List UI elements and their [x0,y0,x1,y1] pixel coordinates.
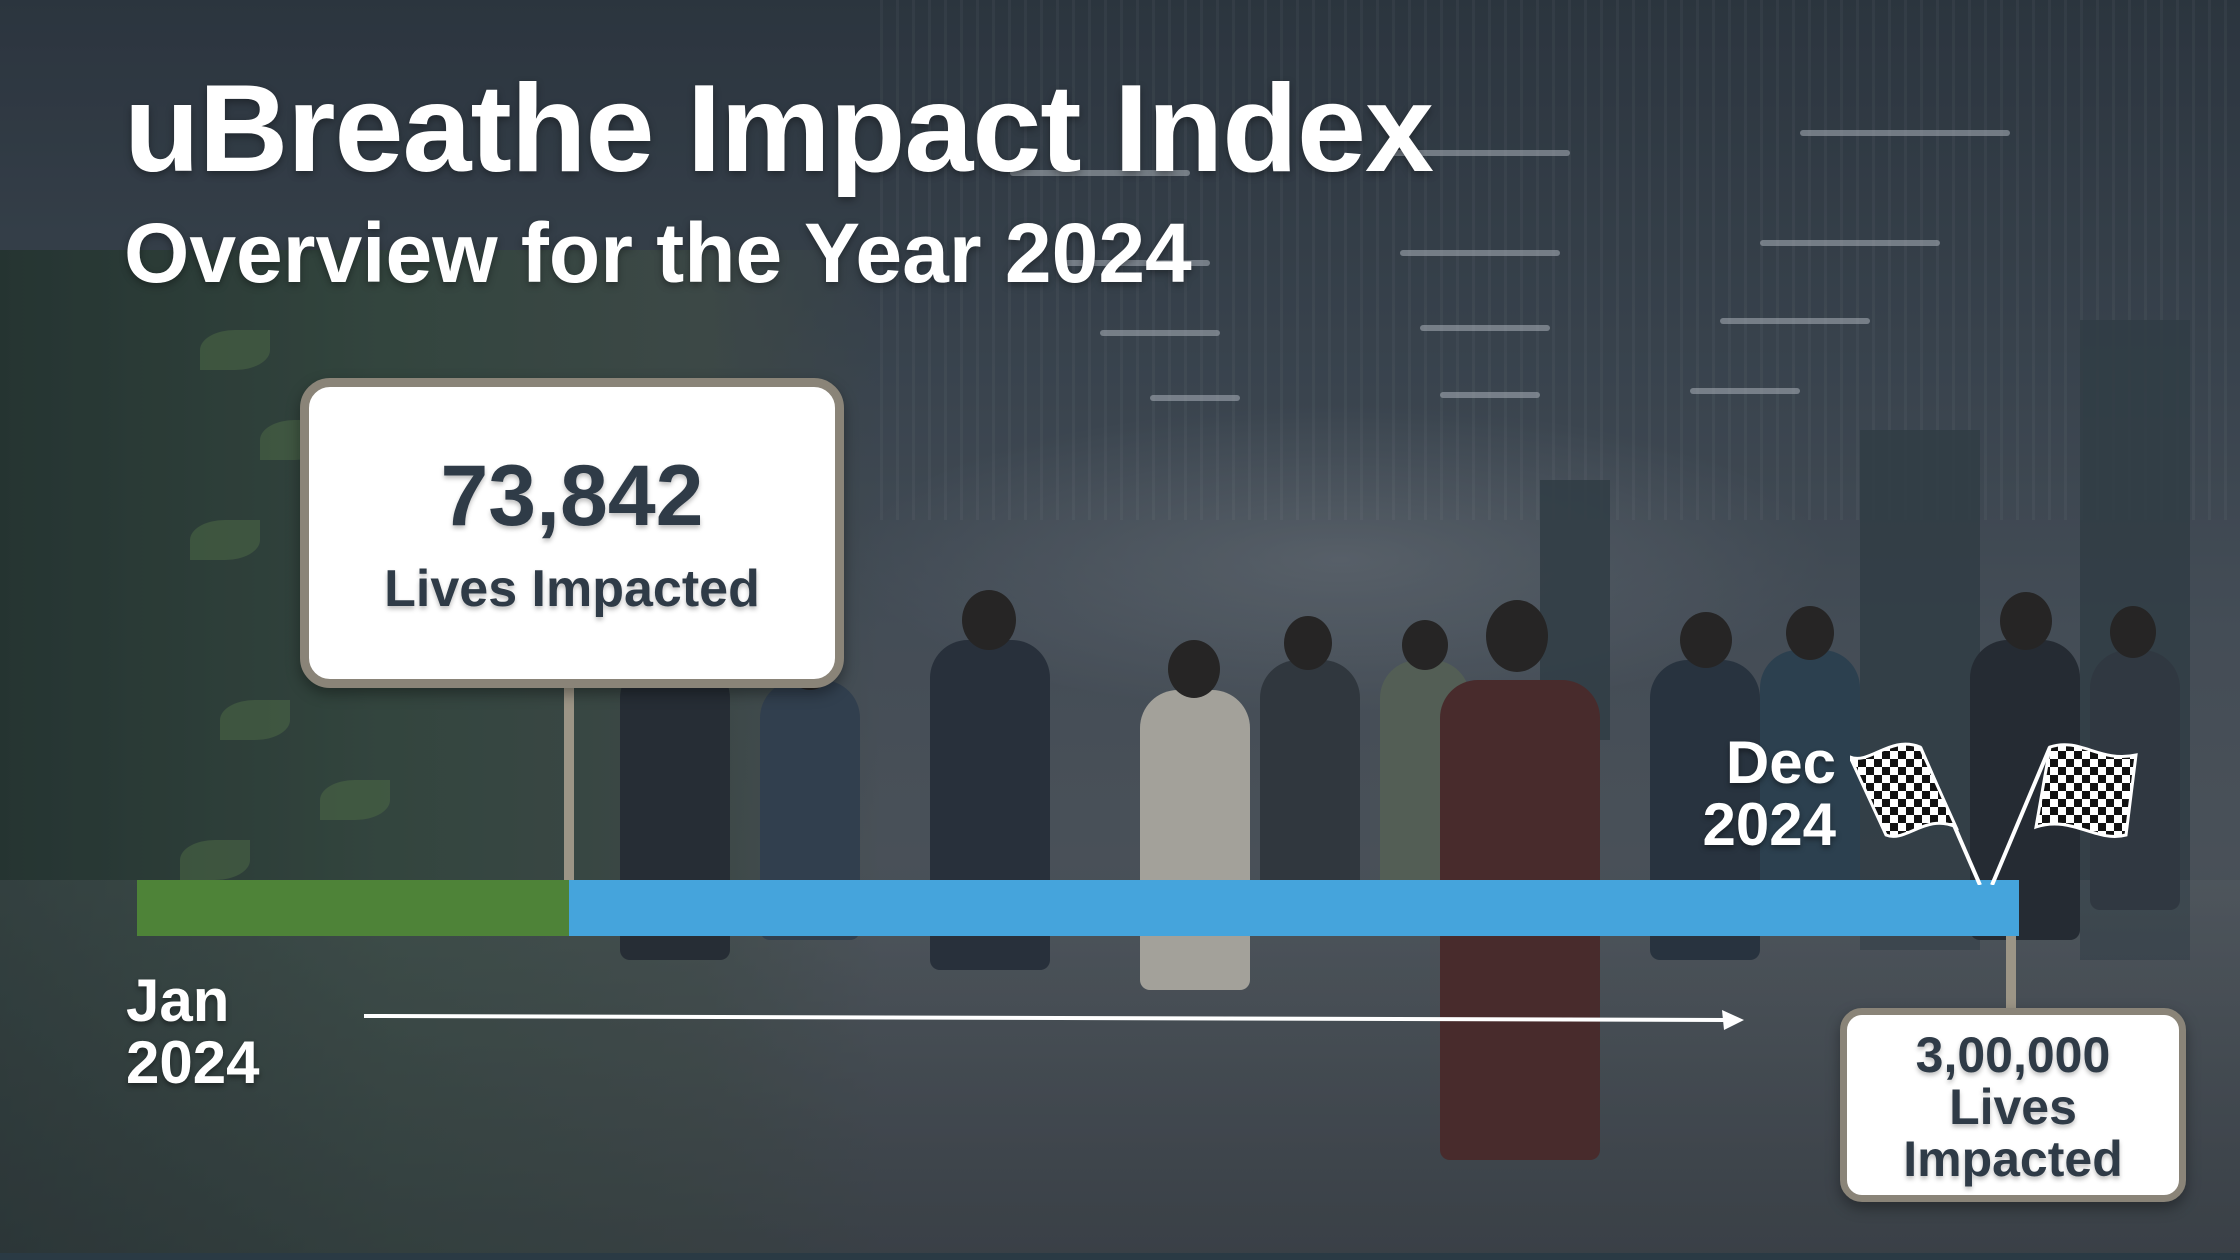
current-impact-label: Lives Impacted [384,560,760,618]
current-callout-stem [564,670,574,882]
current-impact-callout: 73,842 Lives Impacted [300,378,844,688]
timeline-start-month: Jan [126,967,230,1034]
timeline-progress [137,880,569,936]
page-subtitle: Overview for the Year 2024 [124,206,1192,300]
checkered-flags-icon [1850,742,2138,885]
current-impact-value: 73,842 [440,448,704,544]
timeline-start-year: 2024 [126,1029,260,1096]
timeline-end-month: Dec [1725,729,1836,796]
goal-label-line-1: Lives [1949,1079,2077,1135]
page-title: uBreathe Impact Index [124,60,1434,198]
goal-value: 3,00,000 [1915,1027,2111,1083]
timeline-end-label: Dec 2024 [1688,732,1836,856]
timeline-end-year: 2024 [1702,791,1836,858]
arrow-right-icon [364,1010,1744,1030]
timeline-start-label: Jan 2024 [126,970,259,1094]
goal-label-line-2: Impacted [1903,1131,2123,1187]
goal-callout: 3,00,000 Lives Impacted [1840,1008,2186,1202]
goal-callout-stem [2006,936,2016,1010]
